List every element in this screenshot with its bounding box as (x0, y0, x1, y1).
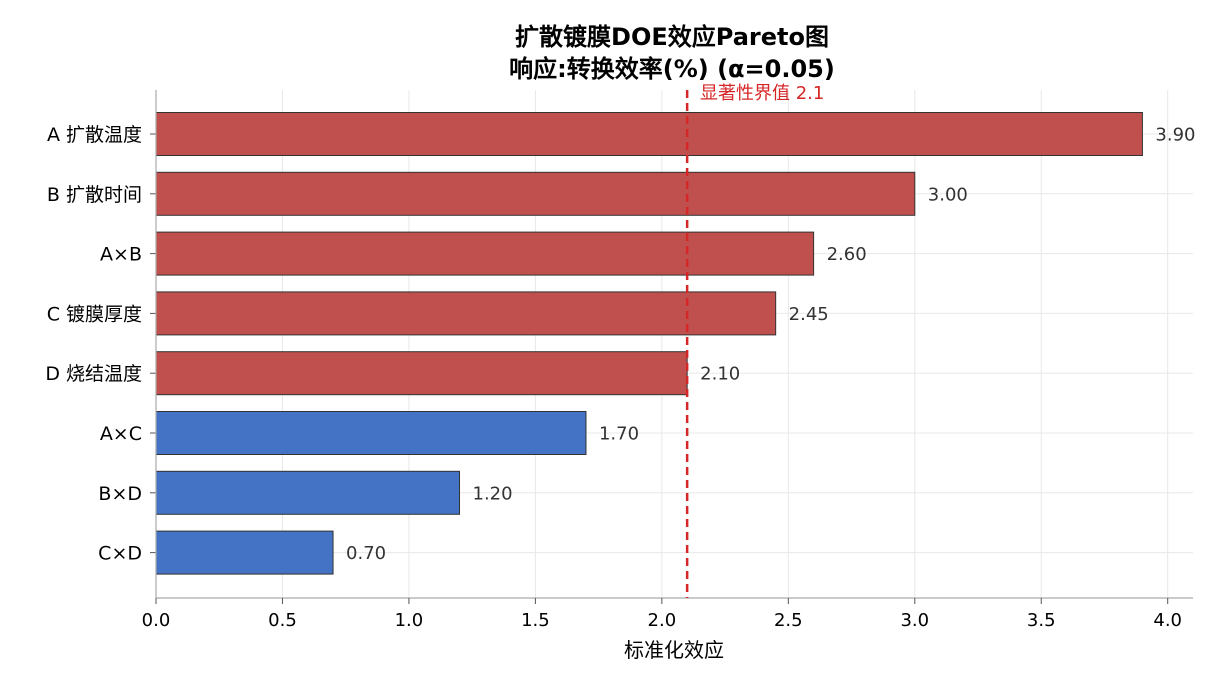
threshold-label: 显著性界值 2.1 (700, 83, 824, 104)
x-axis-label: 标准化效应 (624, 638, 724, 662)
bar-mark (155, 112, 1143, 156)
bar-value-label: 1.20 (473, 483, 513, 504)
chart-title: 扩散镀膜DOE效应Pareto图 (515, 23, 829, 51)
y-tick-label: A×C (100, 423, 142, 445)
y-tick-label: A×B (100, 244, 142, 266)
bar-mark (155, 171, 916, 216)
x-tick-label: 3.5 (1027, 610, 1056, 631)
y-tick-label: A 扩散温度 (47, 124, 142, 146)
bar-mark (155, 291, 777, 336)
bars-layer (155, 112, 1143, 575)
x-tick-label: 0.0 (142, 610, 171, 631)
x-tick-label: 3.0 (900, 610, 929, 631)
bar-mark (155, 411, 587, 455)
bar-mark (155, 231, 815, 276)
axes-layer (150, 90, 1193, 604)
chart-subtitle: 响应:转换效率(%) (α=0.05) (509, 55, 835, 83)
bar-mark (155, 530, 334, 575)
y-tick-label: B 扩散时间 (47, 184, 142, 206)
y-tick-label: B×D (98, 483, 142, 505)
x-tick-label: 1.5 (521, 610, 550, 631)
bar-mark (155, 470, 461, 515)
y-tick-label: C×D (98, 543, 142, 565)
bar-value-label: 2.60 (827, 244, 867, 265)
x-tick-label: 2.5 (774, 610, 803, 631)
bar-value-label: 3.90 (1155, 125, 1195, 146)
bar-mark (155, 351, 688, 396)
y-tick-label: C 镀膜厚度 (47, 303, 142, 325)
grid-layer (155, 90, 1193, 598)
bar-value-label: 2.45 (789, 304, 829, 325)
x-tick-label: 0.5 (268, 610, 297, 631)
y-tick-label: D 烧结温度 (45, 363, 142, 385)
x-tick-label: 2.0 (648, 610, 677, 631)
x-tick-label: 4.0 (1153, 610, 1182, 631)
labels-layer: 3.90 A 扩散温度 3.00 B 扩散时间 2.60 A×B 2.45 C 镀膜厚度 2.1… (45, 90, 1195, 631)
bar-value-label: 2.10 (700, 364, 740, 385)
bar-value-label: 3.00 (928, 184, 968, 205)
bar-value-label: 0.70 (346, 543, 386, 564)
x-tick-label: 1.0 (395, 610, 424, 631)
bar-value-label: 1.70 (599, 424, 639, 445)
